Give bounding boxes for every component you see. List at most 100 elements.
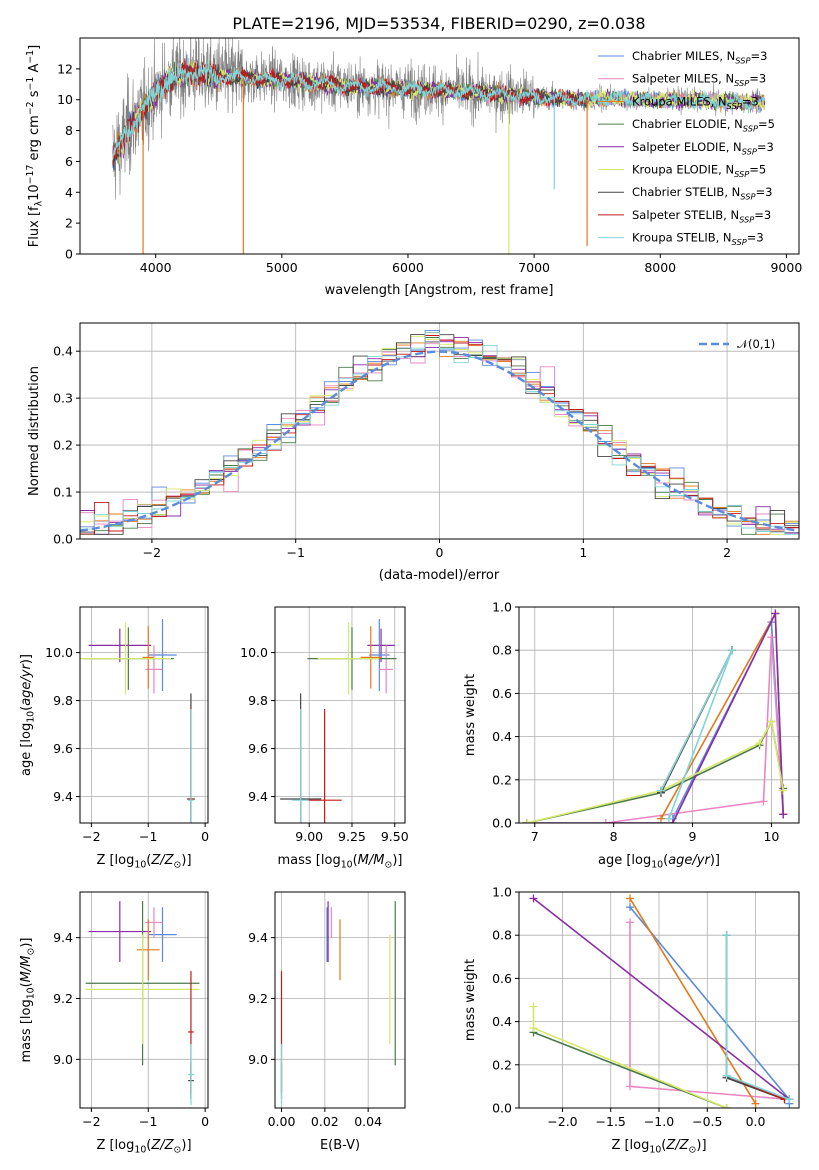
x-tick-label: 9000 [770, 260, 802, 275]
y-tick-label: 9.6 [248, 741, 268, 756]
y-tick-label: 0.2 [492, 1057, 512, 1072]
weight-line-salpeter_elodie [533, 897, 790, 1101]
legend-entry-chabrier_miles: Chabrier MILES, NSSP=3 [632, 49, 767, 66]
y-tick-label: 0.4 [492, 729, 512, 744]
y-tick-label: 1.0 [492, 600, 512, 615]
axes-residuals: −2 −1 0 1 2 0.0 0.1 0.2 0.3 0.4 (data-model)/error… [27, 322, 800, 583]
axes-frame [274, 606, 406, 824]
legend: Chabrier MILES, NSSP=3 Salpeter MILES, NS… [598, 49, 775, 247]
weight-line-salpeter_elodie [526, 613, 784, 823]
axes-mass_vs_ebv: 0.00 0.02 0.04 9.0 9.2 9.4 E(B-V) [248, 891, 406, 1153]
x-tick-label: −2 [82, 1114, 100, 1129]
legend-entry-chabrier_stelib: Chabrier STELIB, NSSP=3 [632, 185, 772, 202]
y-tick-label: 10.0 [240, 645, 268, 660]
x-axis-label: Z [log10(Z/Z⊙)] [96, 1138, 191, 1156]
y-tick-label: 0.8 [492, 928, 512, 943]
x-axis-label: Z [log10(Z/Z⊙)] [611, 1138, 706, 1156]
x-tick-label: 0.0 [746, 1114, 766, 1129]
legend-entry-chabrier_elodie: Chabrier ELODIE, NSSP=5 [632, 117, 775, 134]
y-axis-label: mass weight [463, 674, 478, 756]
y-tick-label: 0.6 [492, 686, 512, 701]
y-tick-label: 9.6 [53, 741, 73, 756]
weight-line-salpeter_miles [605, 637, 784, 823]
axes-frame [79, 891, 209, 1109]
legend-entry-normal: 𝒩(0,1) [737, 337, 775, 351]
x-tick-label: −1 [139, 829, 157, 844]
model-line-salpeter_stelib [112, 58, 589, 166]
y-tick-label: 0.4 [53, 344, 73, 359]
y-tick-label: 9.0 [53, 1052, 73, 1067]
axes-frame [79, 606, 209, 824]
y-tick-label: 0.4 [492, 1014, 512, 1029]
x-tick-label: −0.5 [692, 1114, 722, 1129]
x-tick-label: −1.0 [644, 1114, 674, 1129]
axes-frame [79, 37, 800, 255]
y-tick-label: 1.0 [492, 885, 512, 900]
model-line-kroupa_stelib [112, 61, 766, 160]
plot-area-mass_vs_ebv [280, 901, 396, 1105]
y-tick-label: 9.4 [248, 789, 268, 804]
x-tick-label: −1 [139, 1114, 157, 1129]
axes-frame [518, 606, 800, 824]
weight-line-kroupa_miles [629, 898, 757, 1105]
legend-entry-salpeter_elodie: Salpeter ELODIE, NSSP=3 [632, 140, 774, 157]
plot-area-age_vs_mass [280, 619, 397, 823]
x-tick-label: 9.25 [338, 829, 366, 844]
y-tick-label: 0.0 [53, 532, 73, 547]
axes-age_vs_Z: −2 −1 0 9.4 9.6 9.8 10.0 Z [log10(Z/Z⊙)] age [lo… [19, 606, 209, 871]
x-axis-label: age [log10(age/yr)] [598, 853, 720, 871]
x-tick-label: −2 [143, 545, 161, 560]
y-axis-label: age [log10(age/yr)] [19, 654, 37, 776]
chart-title: PLATE=2196, MJD=53534, FIBERID=0290, z=0… [232, 14, 645, 33]
y-tick-label: 10 [57, 92, 73, 107]
x-tick-label: −2.0 [547, 1114, 577, 1129]
x-tick-label: −1 [286, 545, 304, 560]
legend-entry-kroupa_miles: Kroupa MILES, NSSP=3 [632, 94, 759, 111]
x-tick-label: 1 [579, 545, 587, 560]
weight-line-kroupa_stelib [660, 649, 733, 819]
y-tick-label: 0.0 [492, 1101, 512, 1116]
y-tick-label: 10.0 [45, 645, 73, 660]
y-tick-label: 6 [65, 154, 73, 169]
x-axis-label: mass [log10(M/M⊙)] [278, 853, 403, 871]
y-tick-label: 0.8 [492, 643, 512, 658]
y-tick-label: 9.2 [53, 991, 73, 1006]
x-tick-label: 7000 [518, 260, 550, 275]
y-tick-label: 9.4 [53, 930, 73, 945]
plot-area-spectrum [112, 38, 766, 254]
y-tick-label: 9.8 [248, 693, 268, 708]
y-tick-label: 0 [65, 247, 73, 262]
y-axis-label: mass weight [463, 959, 478, 1041]
y-axis-label: Normed distribution [27, 366, 42, 496]
axes-mass_vs_Z: −2 −1 0 9.0 9.2 9.4 Z [log10(Z/Z⊙)] mass [log10… [19, 891, 209, 1156]
x-tick-label: 0.04 [354, 1114, 382, 1129]
x-tick-label: 8 [610, 829, 618, 844]
x-tick-label: 8000 [644, 260, 676, 275]
x-tick-label: 9 [689, 829, 697, 844]
x-axis-label: wavelength [Angstrom, rest frame] [325, 283, 554, 298]
y-tick-label: 0.6 [492, 971, 512, 986]
x-tick-label: 0.00 [268, 1114, 296, 1129]
y-tick-label: 4 [65, 185, 73, 200]
x-tick-label: −1.5 [596, 1114, 626, 1129]
y-tick-label: 0.3 [53, 391, 73, 406]
y-tick-label: 0.0 [492, 816, 512, 831]
axes-spectrum: 4000 5000 6000 7000 8000 9000 0 2 4 6 8 10 12 PLATE=2… [25, 14, 802, 298]
x-tick-label: 10 [763, 829, 779, 844]
legend-entry-salpeter_miles: Salpeter MILES, NSSP=3 [632, 72, 766, 89]
plot-area-weight_vs_age [522, 609, 788, 823]
y-axis-label: Flux [fλ10−17 erg cm−2 s−1 A−1] [25, 45, 45, 247]
y-tick-label: 0.2 [492, 772, 512, 787]
plot-area-age_vs_Z [80, 619, 195, 823]
x-tick-label: 4000 [140, 260, 172, 275]
plot-area-weight_vs_Z [529, 894, 794, 1108]
weight-line-salpeter_miles [629, 922, 790, 1101]
x-tick-label: 5000 [266, 260, 298, 275]
x-tick-label: 0.02 [311, 1114, 339, 1129]
y-tick-label: 0.2 [53, 438, 73, 453]
y-tick-label: 9.2 [248, 991, 268, 1006]
histogram-step-kroupa_stelib [80, 331, 799, 539]
y-tick-label: 2 [65, 216, 73, 231]
axes-weight_vs_age: 7 8 9 10 0.0 0.2 0.4 0.6 0.8 1.0 age [log10(age/yr… [463, 600, 800, 871]
